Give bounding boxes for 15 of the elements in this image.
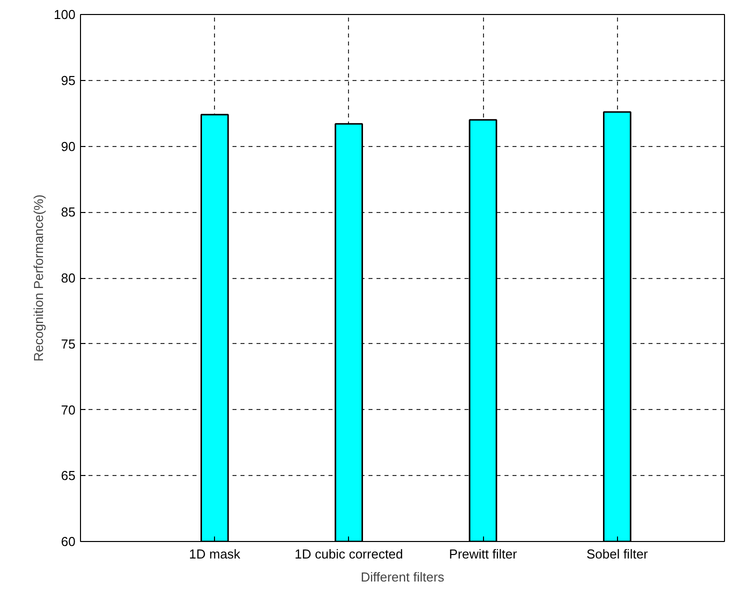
x-tick-label: 1D cubic corrected <box>294 546 404 562</box>
x-axis-title: Different filters <box>360 570 445 584</box>
y-tick-label: 100 <box>54 7 76 22</box>
y-axis-title: Recognition Performance(%) <box>30 194 46 362</box>
y-tick-label: 80 <box>61 270 76 286</box>
y-tick-label: 85 <box>61 204 76 220</box>
x-tick-label: Prewitt filter <box>449 546 518 562</box>
y-tick-label: 60 <box>61 534 76 549</box>
y-tick-label: 75 <box>61 336 76 352</box>
y-tick-label: 90 <box>61 138 76 154</box>
y-tick-label: 65 <box>61 468 76 484</box>
y-tick-label: 70 <box>61 402 76 418</box>
y-tick-label: 95 <box>61 72 76 88</box>
x-tick-label: 1D mask <box>189 546 241 562</box>
x-tick-label: Sobel filter <box>586 546 649 562</box>
